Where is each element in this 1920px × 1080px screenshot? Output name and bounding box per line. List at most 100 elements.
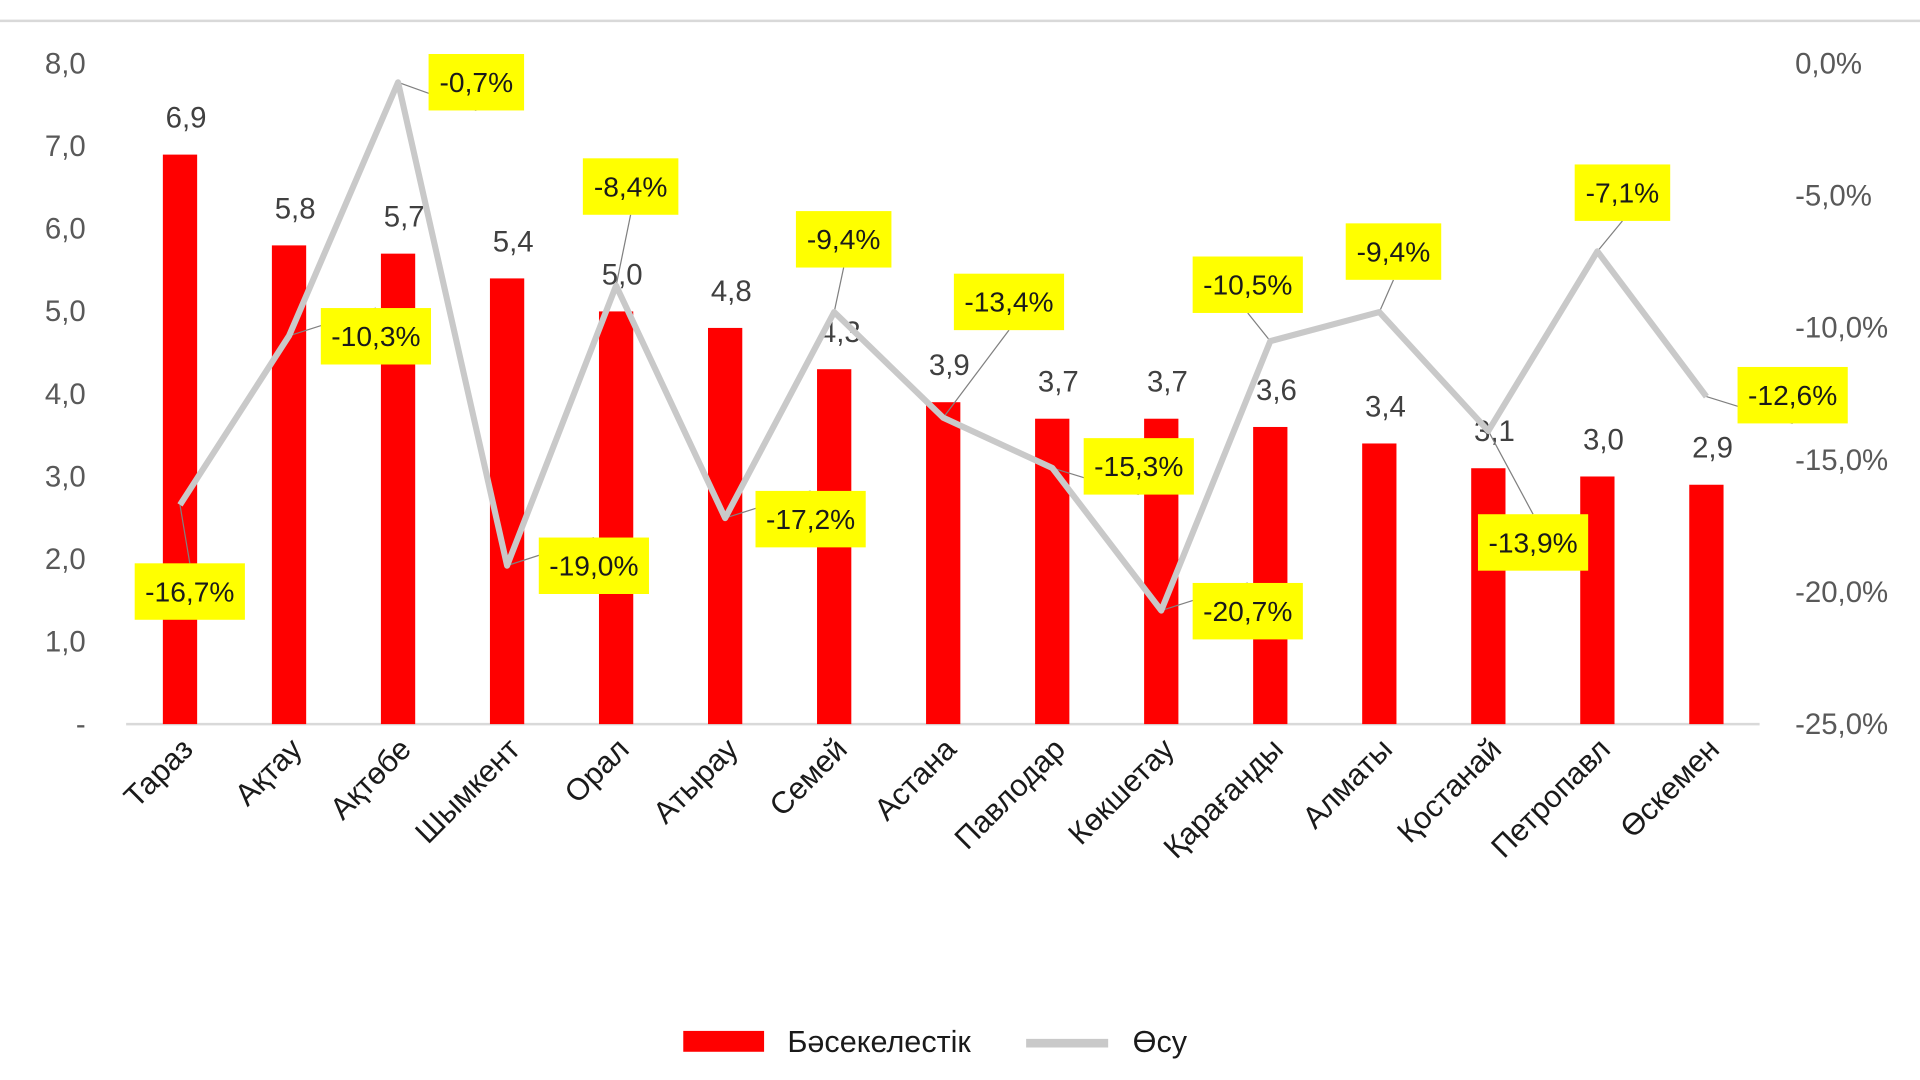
y-right-tick-label: -10,0% bbox=[1795, 312, 1888, 345]
growth-label-box bbox=[1083, 438, 1194, 495]
growth-label: -10,5% bbox=[1203, 269, 1292, 301]
legend-label-line: Өсу bbox=[1133, 1025, 1188, 1059]
bar bbox=[1362, 443, 1397, 725]
bar bbox=[1689, 484, 1724, 725]
legend: Бәсекелестік Өсу bbox=[683, 1025, 1188, 1059]
growth-label-box bbox=[1345, 223, 1442, 280]
bar-value-label: 6,9 bbox=[166, 102, 207, 135]
growth-label-box bbox=[1574, 164, 1671, 221]
y-right-tick-label: -20,0% bbox=[1795, 576, 1888, 609]
growth-label-box bbox=[134, 563, 245, 620]
growth-label: -12,6% bbox=[1748, 379, 1837, 411]
growth-label: -7,1% bbox=[1586, 176, 1660, 208]
x-tick-label: Өскемен bbox=[1614, 732, 1726, 845]
bar-value-label: 5,4 bbox=[493, 225, 534, 258]
y-left-tick-label: - bbox=[76, 708, 86, 741]
growth-label-box bbox=[428, 54, 525, 111]
bar bbox=[271, 245, 307, 725]
bar-value-label: 3,7 bbox=[1038, 366, 1079, 399]
bar bbox=[598, 311, 634, 725]
y-left-tick-label: 4,0 bbox=[45, 378, 86, 411]
bar-value-label: 5,7 bbox=[384, 201, 425, 234]
x-tick-label: Астана bbox=[868, 731, 964, 827]
leader-line bbox=[833, 267, 845, 313]
growth-label: -20,7% bbox=[1203, 595, 1292, 627]
growth-label: -10,3% bbox=[331, 320, 420, 352]
x-tick-label: Қостанай bbox=[1391, 732, 1508, 849]
bar-value-label: 4,8 bbox=[711, 275, 752, 308]
growth-label: -13,4% bbox=[964, 286, 1053, 318]
leader-line bbox=[942, 329, 1010, 419]
y-axis-left: - 1,0 2,0 3,0 4,0 5,0 6,0 7,0 8,0 bbox=[45, 48, 86, 741]
bar-value-label: 3,4 bbox=[1365, 390, 1406, 423]
growth-label-box bbox=[582, 158, 679, 215]
x-tick-label: Орал bbox=[558, 732, 636, 810]
x-tick-label: Семей bbox=[763, 732, 854, 823]
bar-value-label: 3,9 bbox=[929, 349, 970, 382]
y-left-tick-label: 1,0 bbox=[45, 625, 86, 658]
y-axis-right: -25,0% -20,0% -15,0% -10,0% -5,0% 0,0% bbox=[1795, 48, 1888, 741]
y-right-tick-label: 0,0% bbox=[1795, 48, 1862, 81]
bar-value-label: 5,0 bbox=[602, 258, 643, 291]
growth-label-box bbox=[538, 537, 649, 594]
bar bbox=[162, 154, 198, 725]
y-left-tick-label: 8,0 bbox=[45, 48, 86, 81]
growth-label: -17,2% bbox=[766, 503, 855, 535]
legend-label-bar: Бәсекелестік bbox=[787, 1025, 971, 1059]
x-tick-label: Петропавл bbox=[1485, 732, 1617, 865]
y-left-tick-label: 2,0 bbox=[45, 543, 86, 576]
leader-line bbox=[1487, 430, 1534, 515]
x-tick-label: Тараз bbox=[118, 732, 200, 814]
growth-label-box bbox=[755, 490, 866, 548]
bar-value-label: 3,0 bbox=[1583, 423, 1624, 456]
growth-line bbox=[177, 79, 1709, 614]
line-series bbox=[177, 79, 1709, 614]
x-tick-label: Шымкент bbox=[409, 732, 527, 850]
bar-value-label: 3,7 bbox=[1147, 366, 1188, 399]
leader-line bbox=[1247, 312, 1271, 342]
growth-label: -19,0% bbox=[549, 550, 638, 582]
leader-line bbox=[1378, 279, 1395, 313]
growth-label-box bbox=[953, 273, 1065, 331]
y-left-tick-label: 3,0 bbox=[45, 460, 86, 493]
bar bbox=[1253, 426, 1288, 725]
y-right-tick-label: -25,0% bbox=[1795, 708, 1888, 741]
y-left-tick-label: 5,0 bbox=[45, 295, 86, 328]
growth-labels: -16,7% -10,3% -0,7% -19,0% -8,4% -17,2% -9,4% -… bbox=[134, 54, 1848, 640]
growth-label: -9,4% bbox=[807, 223, 881, 255]
leader-line bbox=[179, 504, 191, 564]
growth-label: -0,7% bbox=[440, 66, 514, 98]
growth-label: -13,9% bbox=[1488, 526, 1577, 558]
growth-label: -8,4% bbox=[594, 170, 668, 202]
growth-label: -15,3% bbox=[1094, 450, 1183, 482]
y-right-tick-label: -15,0% bbox=[1795, 444, 1888, 477]
x-tick-label: Ақтөбе bbox=[324, 732, 418, 826]
bar-value-label: 3,6 bbox=[1256, 374, 1297, 407]
bar bbox=[1471, 468, 1506, 725]
y-left-tick-label: 7,0 bbox=[45, 130, 86, 163]
bar-series bbox=[162, 154, 1724, 725]
legend-swatch-bar bbox=[683, 1030, 765, 1052]
x-tick-label: Алматы bbox=[1296, 732, 1399, 835]
y-right-tick-label: -5,0% bbox=[1795, 180, 1872, 213]
x-tick-label: Атырау bbox=[647, 731, 746, 830]
leader-line bbox=[615, 214, 632, 286]
y-left-tick-label: 6,0 bbox=[45, 213, 86, 246]
bar bbox=[708, 327, 743, 725]
x-tick-label: Ақтау bbox=[228, 731, 309, 812]
growth-label-box bbox=[320, 308, 432, 365]
bar-value-label: 2,9 bbox=[1692, 432, 1733, 465]
growth-label: -16,7% bbox=[145, 575, 234, 607]
x-tick-label: Қарағанды bbox=[1157, 732, 1290, 865]
growth-label-box bbox=[1737, 366, 1848, 424]
growth-label-box bbox=[1192, 256, 1303, 313]
bar bbox=[1580, 476, 1615, 725]
leader-line bbox=[1596, 220, 1623, 252]
bar bbox=[926, 402, 961, 725]
growth-label: -9,4% bbox=[1357, 235, 1431, 267]
growth-label-box bbox=[795, 211, 892, 268]
x-tick-label: Павлодар bbox=[948, 732, 1072, 856]
growth-label-box bbox=[1477, 514, 1589, 571]
